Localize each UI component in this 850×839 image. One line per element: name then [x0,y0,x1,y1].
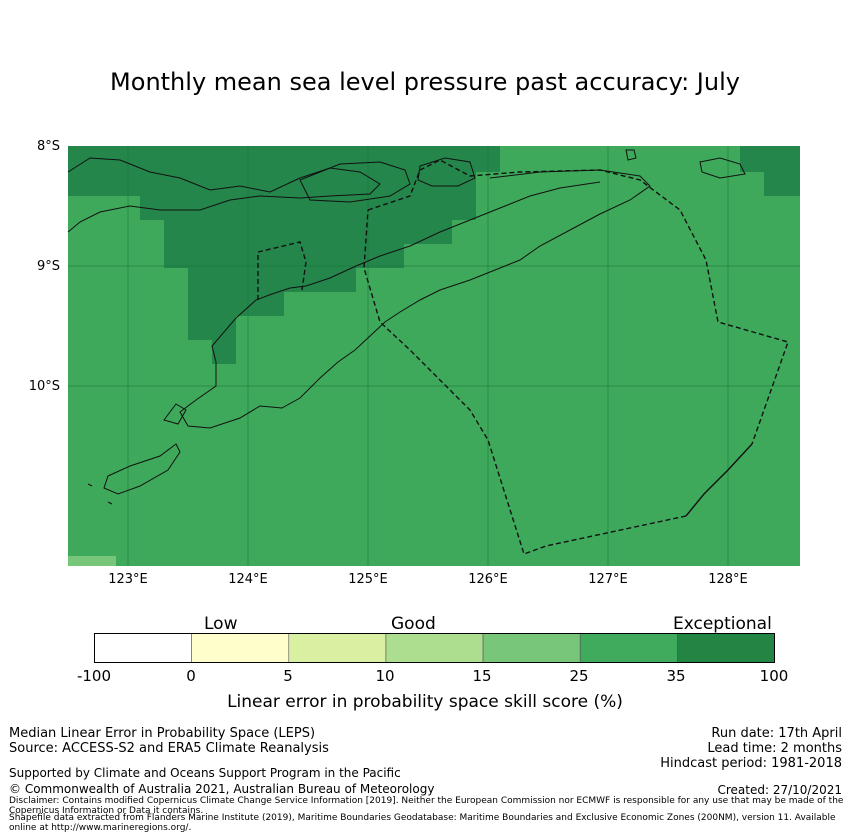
colorbar-segment [677,633,775,663]
copyright-text: © Commonwealth of Australia 2021, Austra… [9,782,435,796]
coastlines [67,149,746,505]
high-skill-region [68,146,500,364]
colorbar-tick: 35 [666,667,686,685]
quality-label-low: Low [204,614,238,634]
colorbar-segment [579,633,678,663]
shapefile-text: Shapefile data extracted from Flanders M… [9,813,836,833]
colorbar-tick: 10 [375,667,395,685]
maritime-boundary-dashed [257,159,789,555]
colorbar-tick: 5 [283,667,293,685]
maritime-boundary-solid [685,443,753,517]
colorbar-segment [385,633,484,663]
moderate-skill-region [68,556,116,566]
colorbar-segment [482,633,581,663]
lat-label-10s: 10°S [28,379,60,394]
colorbar-segment [191,633,290,663]
created-text: Created: 27/10/2021 [717,783,842,797]
lon-label-128e: 128°E [708,572,748,587]
lon-label-125e: 125°E [348,572,388,587]
lon-label-127e: 127°E [588,572,628,587]
source-text: Source: ACCESS-S2 and ERA5 Climate Reana… [9,741,329,756]
colorbar-label: Linear error in probability space skill … [227,692,623,712]
support-text: Supported by Climate and Oceans Support … [9,766,401,780]
quality-label-exceptional: Exceptional [673,614,772,634]
colorbar-segment [94,633,192,663]
lon-label-123e: 123°E [108,572,148,587]
lat-label-8s: 8°S [36,139,60,154]
method-text: Median Linear Error in Probability Space… [9,726,316,741]
lon-label-126e: 126°E [468,572,508,587]
colorbar-segment [288,633,387,663]
colorbar-tick: 15 [472,667,492,685]
map-gridlines [68,146,800,566]
high-skill-region-east [740,146,800,196]
lat-label-9s: 9°S [36,259,60,274]
run-date-text: Run date: 17th April [711,726,842,741]
colorbar-tick: -100 [76,667,112,685]
lon-label-124e: 124°E [228,572,268,587]
chart-title: Monthly mean sea level pressure past acc… [110,68,740,96]
skill-map [67,146,800,566]
colorbar-tick: 100 [759,667,789,685]
lead-time-text: Lead time: 2 months [707,741,842,756]
colorbar [94,633,775,663]
quality-label-good: Good [391,614,436,634]
colorbar-tick: 0 [186,667,196,685]
disclaimer-text: Disclaimer: Contains modified Copernicus… [9,796,844,816]
colorbar-tick: 25 [569,667,589,685]
hindcast-text: Hindcast period: 1981-2018 [660,756,842,771]
